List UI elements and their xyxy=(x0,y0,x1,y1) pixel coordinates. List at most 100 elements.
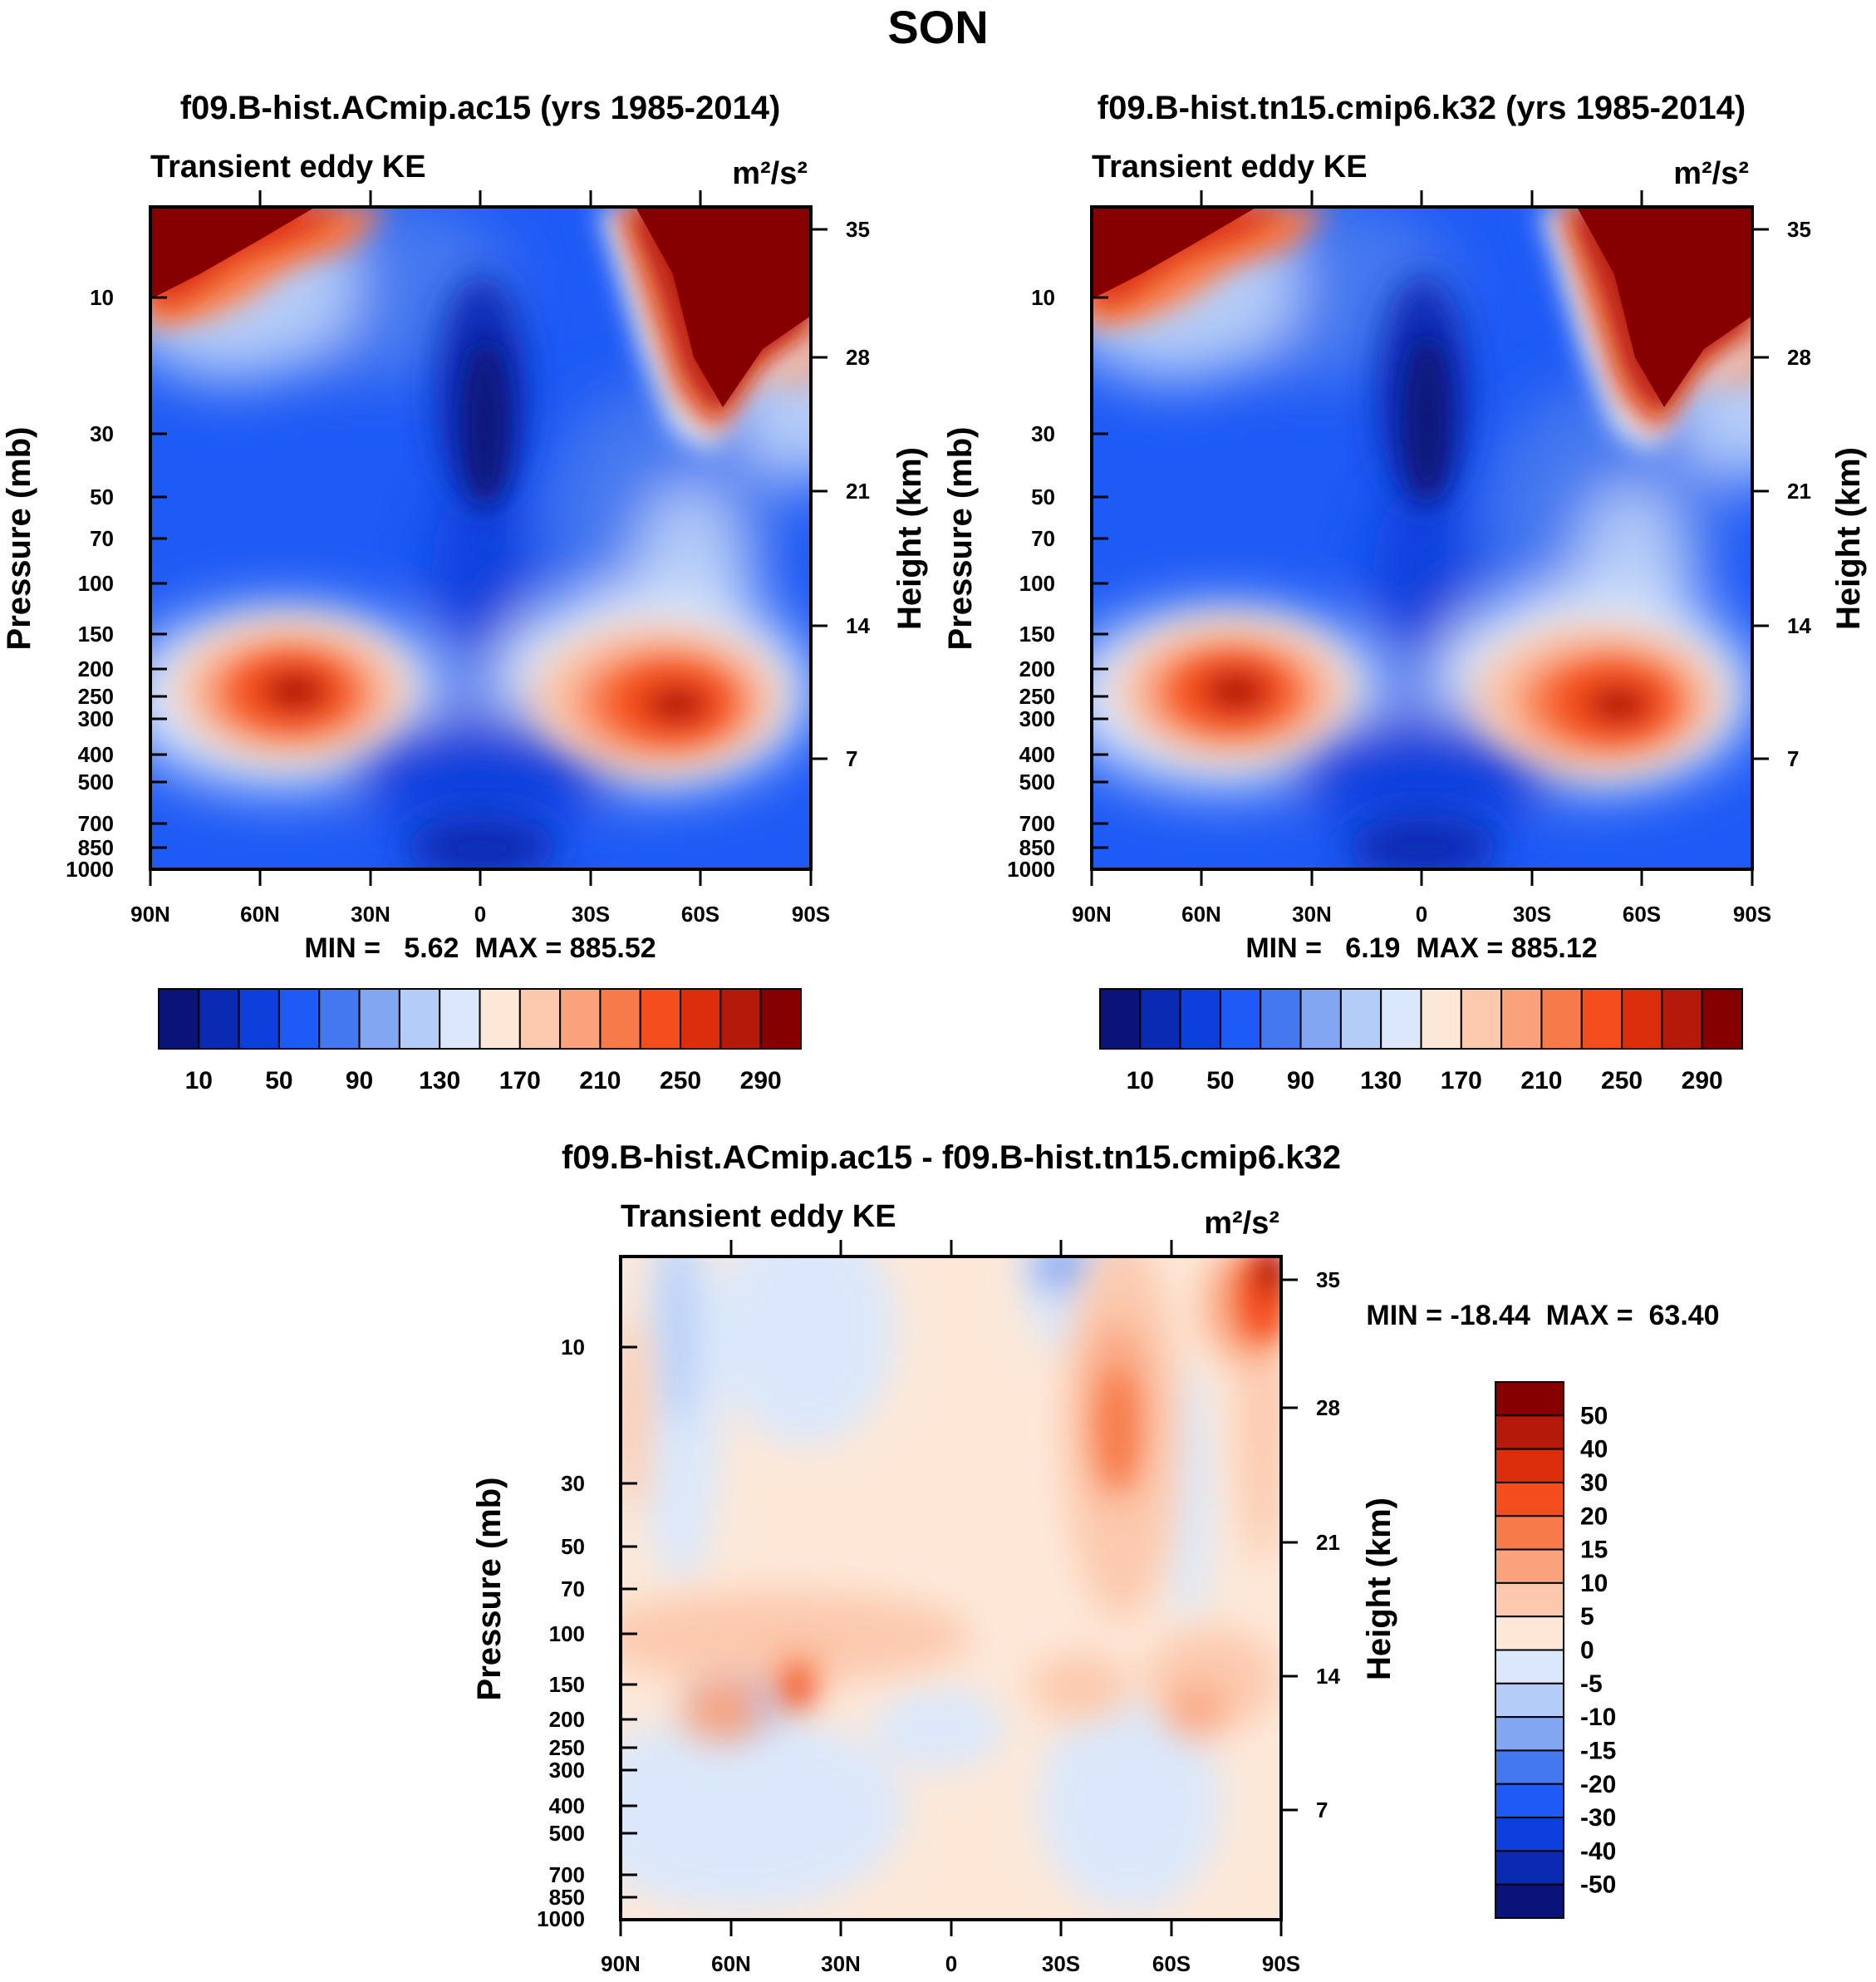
panel-3-colorbar-label: 20 xyxy=(1580,1502,1608,1530)
panel-1-variable: Transient eddy KE xyxy=(150,150,426,184)
panel-3-colorbar-swatch xyxy=(1495,1381,1564,1417)
panel-3-right-axis: 35 28 21 14 7 xyxy=(1281,1267,1340,1822)
svg-text:70: 70 xyxy=(90,526,114,551)
svg-text:35: 35 xyxy=(1787,217,1811,242)
panel-3-ylabel-right: Height (km) xyxy=(1361,1498,1397,1680)
svg-text:7: 7 xyxy=(1787,746,1799,771)
svg-text:100: 100 xyxy=(549,1621,585,1646)
panel-3-colorbar-swatch xyxy=(1495,1817,1564,1852)
panel-3-ylabel: Pressure (mb) xyxy=(471,1478,508,1701)
svg-text:250: 250 xyxy=(549,1735,585,1760)
panel-1-colorbar-label: 90 xyxy=(346,1067,373,1094)
svg-text:90S: 90S xyxy=(792,902,830,927)
panel-2-colorbar-label: 250 xyxy=(1601,1067,1643,1094)
panel-3-colorbar-swatch xyxy=(1495,1414,1564,1450)
svg-text:0: 0 xyxy=(945,1951,957,1976)
panel-1-colorbar-swatch xyxy=(518,988,562,1050)
panel-2-colorbar-swatch xyxy=(1500,988,1543,1050)
panel-3-colorbar-label: -5 xyxy=(1580,1670,1603,1698)
panel-2-colorbar-swatch xyxy=(1179,988,1221,1050)
panel-2-title: f09.B-hist.tn15.cmip6.k32 (yrs 1985-2014… xyxy=(1098,90,1746,126)
svg-text:30S: 30S xyxy=(572,902,610,927)
panel-1-right-axis: 35 28 21 14 7 xyxy=(811,217,870,771)
svg-text:7: 7 xyxy=(1316,1798,1328,1822)
panel-3-colorbar-swatch xyxy=(1495,1749,1564,1785)
svg-text:60S: 60S xyxy=(1152,1951,1191,1976)
panel-2-colorbar-label: 170 xyxy=(1441,1067,1482,1094)
panel-3-colorbar-swatch xyxy=(1495,1783,1564,1819)
panel-1-colorbar-swatch xyxy=(238,988,280,1050)
svg-text:28: 28 xyxy=(1316,1395,1340,1420)
svg-text:30N: 30N xyxy=(1292,902,1332,927)
panel-3-colorbar-label: -40 xyxy=(1580,1837,1616,1865)
panel-1-contour-field xyxy=(150,207,811,869)
panel-1-colorbar-swatch xyxy=(599,988,641,1050)
panel-2-colorbar-swatch xyxy=(1621,988,1663,1050)
panel-3-colorbar-swatch xyxy=(1495,1716,1564,1752)
svg-text:14: 14 xyxy=(1316,1664,1340,1689)
svg-text:1000: 1000 xyxy=(1007,857,1055,882)
svg-text:150: 150 xyxy=(1019,622,1055,647)
panel-2-variable: Transient eddy KE xyxy=(1092,150,1368,184)
svg-text:500: 500 xyxy=(549,1821,585,1846)
panel-3-colorbar-swatch xyxy=(1495,1581,1564,1618)
panel-3-title: f09.B-hist.ACmip.ac15 - f09.B-hist.tn15.… xyxy=(562,1139,1341,1176)
svg-text:35: 35 xyxy=(846,217,870,242)
panel-2-colorbar-swatch xyxy=(1460,988,1503,1050)
panel-3-colorbar-label: 40 xyxy=(1580,1436,1608,1463)
panel-2-colorbar: 10 50 90 130 170 210 250 290 xyxy=(1099,988,1743,1094)
svg-text:200: 200 xyxy=(78,657,114,681)
panel-2-colorbar-label: 210 xyxy=(1520,1067,1562,1094)
panel-2-colorbar-swatch xyxy=(1299,988,1342,1050)
svg-text:200: 200 xyxy=(549,1707,585,1732)
svg-text:150: 150 xyxy=(78,622,114,647)
panel-3-colorbar-swatch xyxy=(1495,1481,1564,1517)
panel-2-colorbar-swatch xyxy=(1339,988,1382,1050)
panel-3-colorbar-swatch xyxy=(1495,1883,1564,1919)
panel-1-stats: MIN = 5.62 MAX = 885.52 xyxy=(304,932,656,964)
panel-2-colorbar-label: 290 xyxy=(1682,1067,1723,1094)
svg-text:60S: 60S xyxy=(681,902,719,927)
svg-text:35: 35 xyxy=(1316,1267,1340,1292)
svg-text:50: 50 xyxy=(90,484,114,509)
panel-1-colorbar-label: 130 xyxy=(419,1067,460,1094)
svg-text:400: 400 xyxy=(78,742,114,767)
svg-text:28: 28 xyxy=(1787,345,1811,370)
panel-2-stats: MIN = 6.19 MAX = 885.12 xyxy=(1245,932,1597,964)
panel-2-colorbar-swatch xyxy=(1260,988,1302,1050)
svg-text:500: 500 xyxy=(1019,770,1055,794)
panel-1-colorbar-label: 170 xyxy=(499,1067,541,1094)
panel-2-colorbar-label: 90 xyxy=(1287,1067,1314,1094)
panel-1-colorbar-label: 210 xyxy=(579,1067,621,1094)
svg-text:60N: 60N xyxy=(711,1951,751,1976)
svg-text:300: 300 xyxy=(1019,706,1055,731)
svg-text:30N: 30N xyxy=(351,902,390,927)
svg-text:850: 850 xyxy=(78,835,114,860)
svg-text:70: 70 xyxy=(561,1576,585,1601)
svg-text:30N: 30N xyxy=(821,1951,861,1976)
panel-2: f09.B-hist.tn15.cmip6.k32 (yrs 1985-2014… xyxy=(942,90,1867,1094)
panel-1-colorbar-swatch xyxy=(277,988,321,1050)
panel-1-units: m²/s² xyxy=(732,156,808,191)
svg-text:60N: 60N xyxy=(1181,902,1221,927)
svg-text:700: 700 xyxy=(78,811,114,836)
svg-text:30S: 30S xyxy=(1513,902,1551,927)
figure-title: SON xyxy=(887,1,988,53)
panel-3-colorbar-swatch xyxy=(1495,1448,1564,1483)
svg-text:14: 14 xyxy=(1787,613,1811,638)
panel-2-colorbar-swatch xyxy=(1139,988,1181,1050)
svg-text:10: 10 xyxy=(90,285,114,310)
svg-text:70: 70 xyxy=(1031,526,1055,551)
panel-1-ylabel: Pressure (mb) xyxy=(1,427,37,651)
panel-3-colorbar-label: -15 xyxy=(1580,1737,1616,1764)
svg-text:0: 0 xyxy=(474,902,486,927)
panel-3-colorbar-label: -10 xyxy=(1580,1704,1616,1731)
svg-text:100: 100 xyxy=(78,571,114,596)
svg-text:700: 700 xyxy=(1019,811,1055,836)
panel-3: f09.B-hist.ACmip.ac15 - f09.B-hist.tn15.… xyxy=(471,1139,1720,1976)
panel-3-colorbar-label: 5 xyxy=(1580,1603,1594,1630)
panel-3-x-axis: 90N 60N 30N 0 30S 60S 90S xyxy=(601,1240,1300,1976)
panel-2-ylabel-right: Height (km) xyxy=(1830,447,1867,630)
panel-2-colorbar-swatch xyxy=(1380,988,1422,1050)
